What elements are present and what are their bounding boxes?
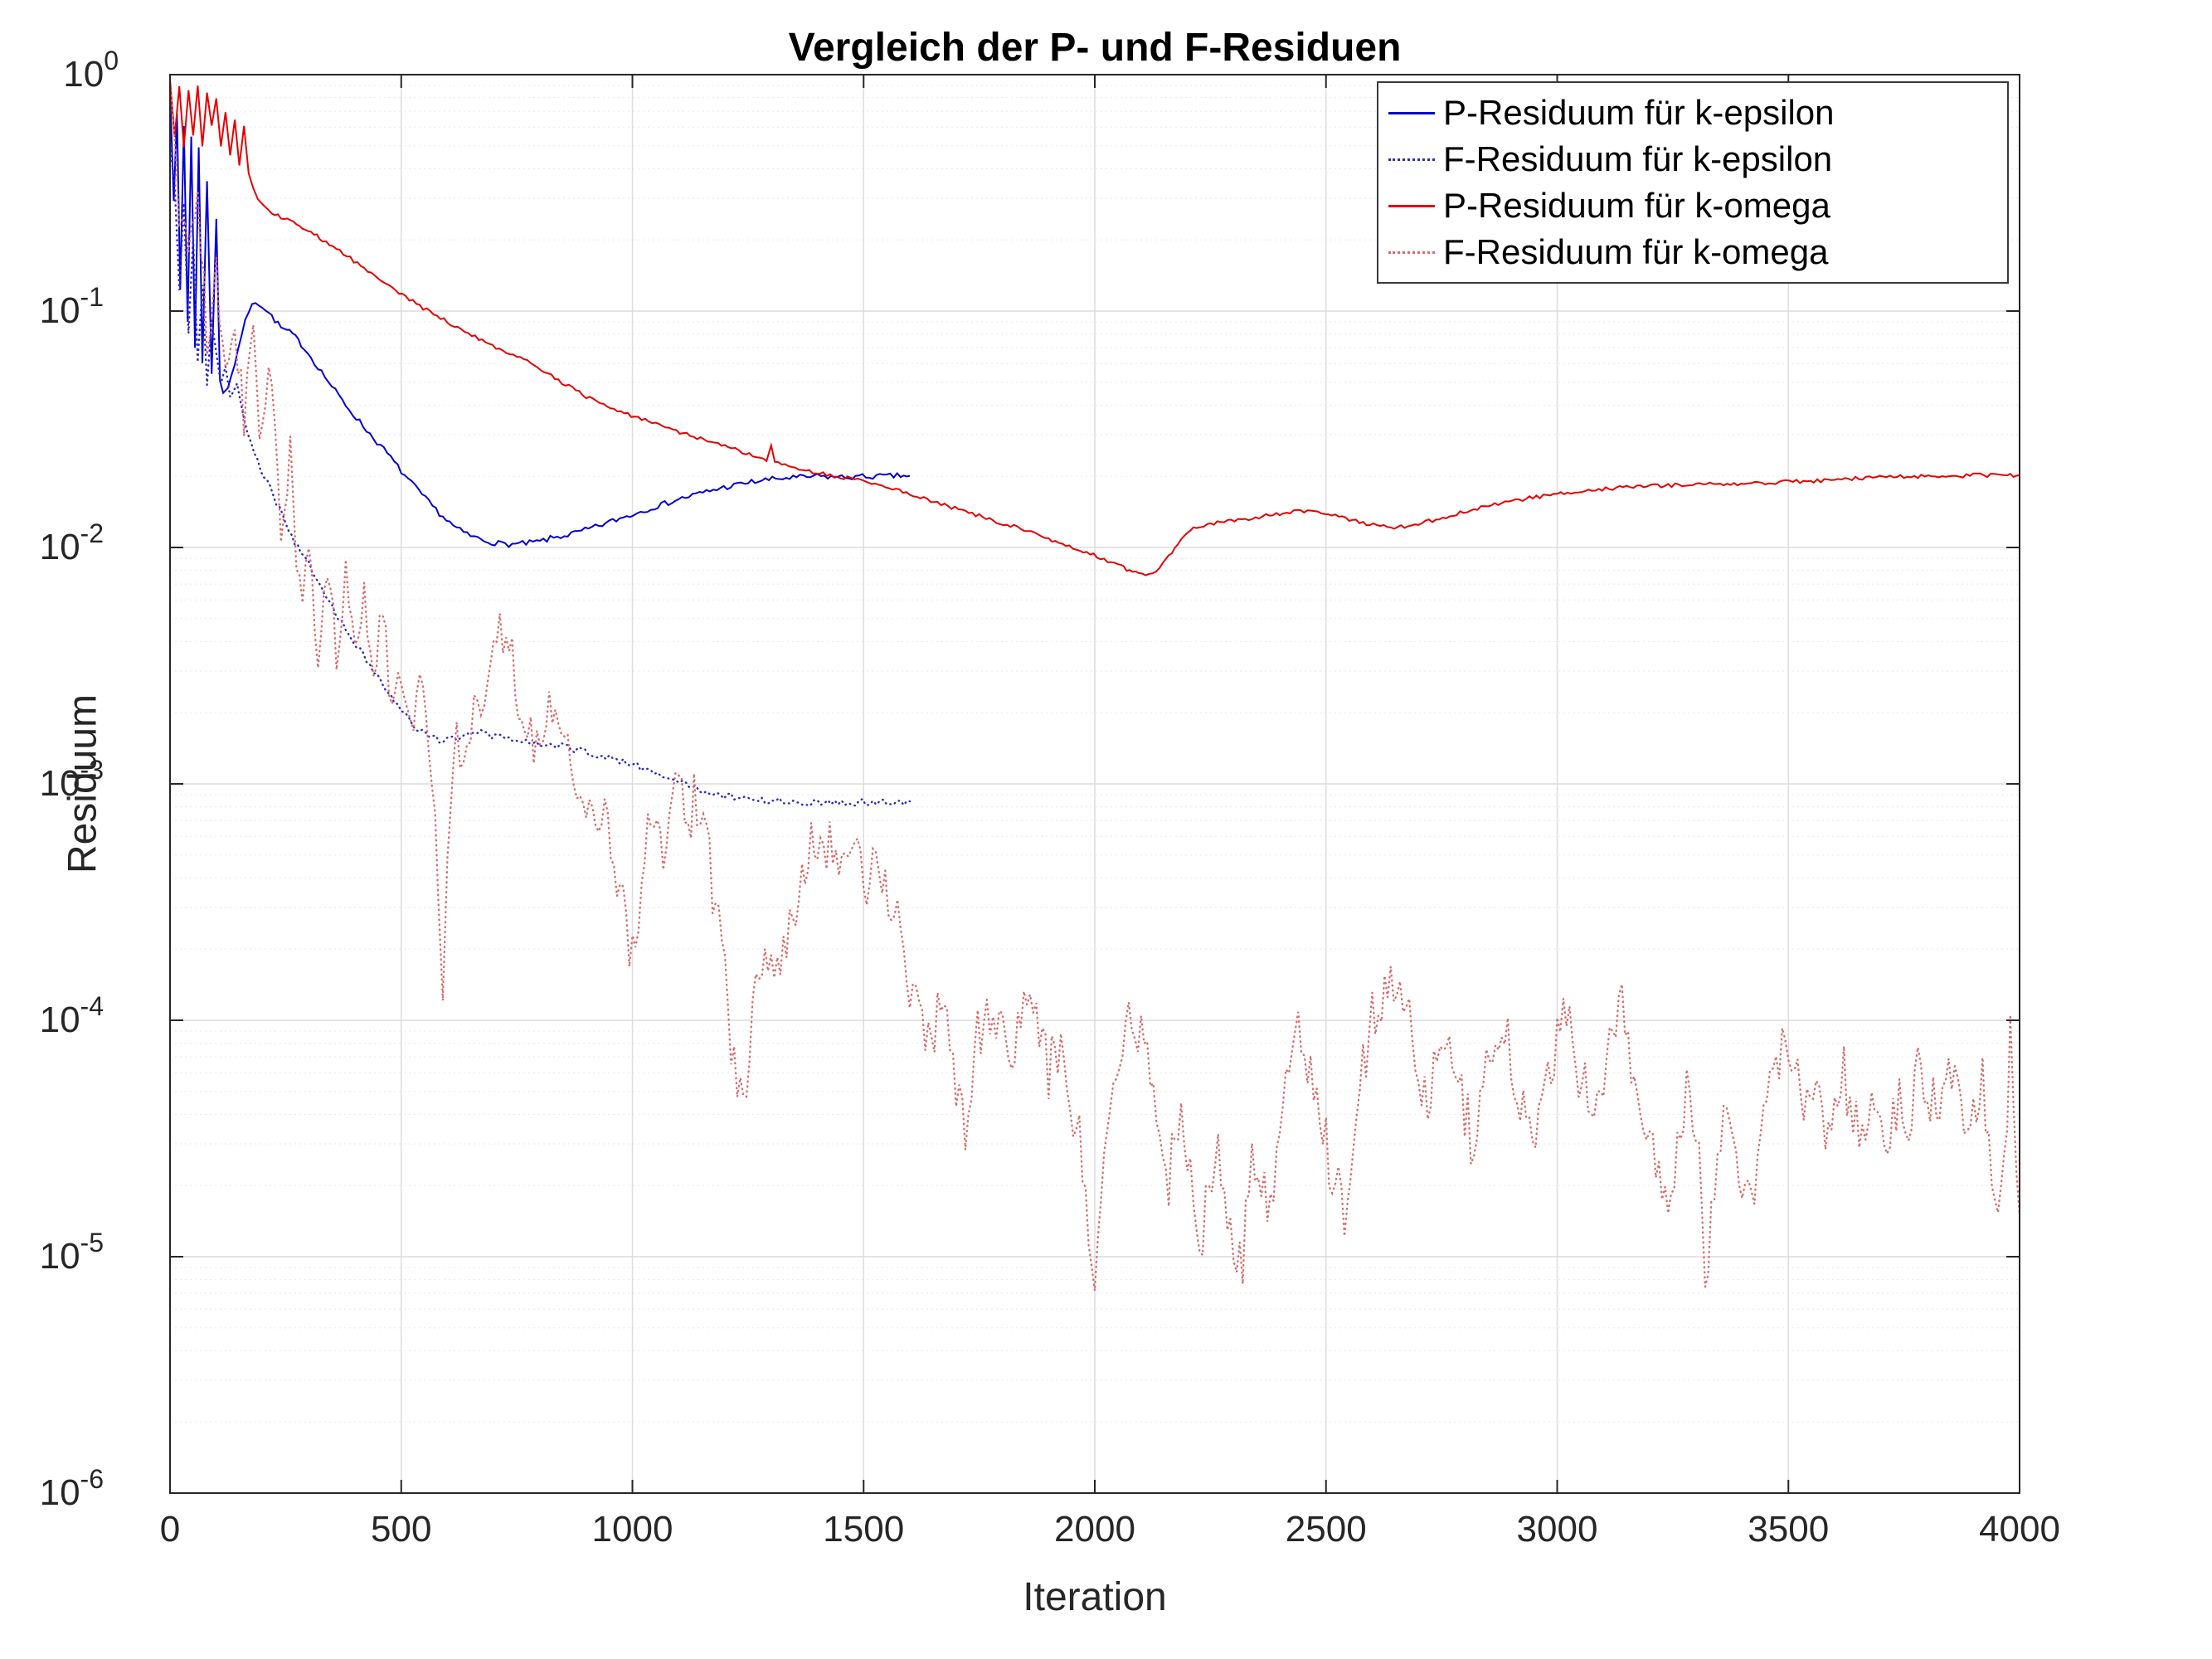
x-tick-label: 1500 — [823, 1509, 904, 1550]
legend-item-label: P-Residuum für k-epsilon — [1443, 93, 1835, 132]
y-tick-label: 10-3 — [40, 755, 104, 804]
legend-line-sample — [1388, 111, 1435, 114]
x-tick-label: 1000 — [592, 1509, 673, 1550]
legend-item: F-Residuum für k-omega — [1383, 229, 2002, 275]
x-tick-label: 2000 — [1054, 1509, 1135, 1550]
legend-line-sample — [1388, 204, 1435, 207]
series-f-residuum-f-r-k-omega — [168, 84, 2021, 1292]
x-tick-label: 4000 — [1979, 1509, 2060, 1550]
legend-line-sample — [1388, 251, 1435, 254]
legend: P-Residuum für k-epsilon F-Residuum für … — [1377, 81, 2009, 284]
axes-box — [169, 74, 2020, 1494]
x-tick-label: 3000 — [1517, 1509, 1598, 1550]
series-p-residuum-f-r-k-omega — [169, 80, 2020, 577]
x-tick-label: 2500 — [1286, 1509, 1367, 1550]
legend-item: P-Residuum für k-omega — [1383, 182, 2002, 229]
major-gridlines — [169, 74, 2020, 1494]
y-axis-label: Residuum — [61, 693, 105, 874]
x-tick-label: 0 — [160, 1509, 180, 1550]
y-tick-label: 10-2 — [40, 518, 104, 567]
legend-line-sample — [1388, 158, 1435, 161]
series-f-residuum-f-r-k-epsilon — [168, 144, 912, 807]
legend-item: F-Residuum für k-epsilon — [1383, 136, 2002, 182]
legend-item-label: F-Residuum für k-epsilon — [1443, 139, 1833, 178]
tick-labels: 0 500 1000 1500 2000 2500 3000 3500 4000 100 10-1 1… — [40, 46, 2060, 1550]
y-tick-label: 10-4 — [40, 991, 104, 1040]
y-tick-label: 10-5 — [40, 1228, 104, 1277]
series-p-residuum-f-r-k-epsilon — [169, 91, 911, 548]
legend-item-label: F-Residuum für k-omega — [1443, 232, 1829, 271]
x-tick-label: 3500 — [1748, 1509, 1829, 1550]
legend-item-label: P-Residuum für k-omega — [1443, 186, 1830, 225]
y-tick-label: 10-1 — [40, 282, 104, 331]
chart-title: Vergleich der P- und F-Residuen — [788, 26, 1402, 70]
x-tick-label: 500 — [371, 1509, 431, 1550]
legend-item: P-Residuum für k-epsilon — [1383, 90, 2002, 136]
data-series — [168, 80, 2021, 1292]
y-tick-label: 100 — [63, 46, 119, 95]
x-axis-label: Iteration — [1023, 1575, 1167, 1619]
y-tick-label: 10-6 — [40, 1464, 104, 1513]
